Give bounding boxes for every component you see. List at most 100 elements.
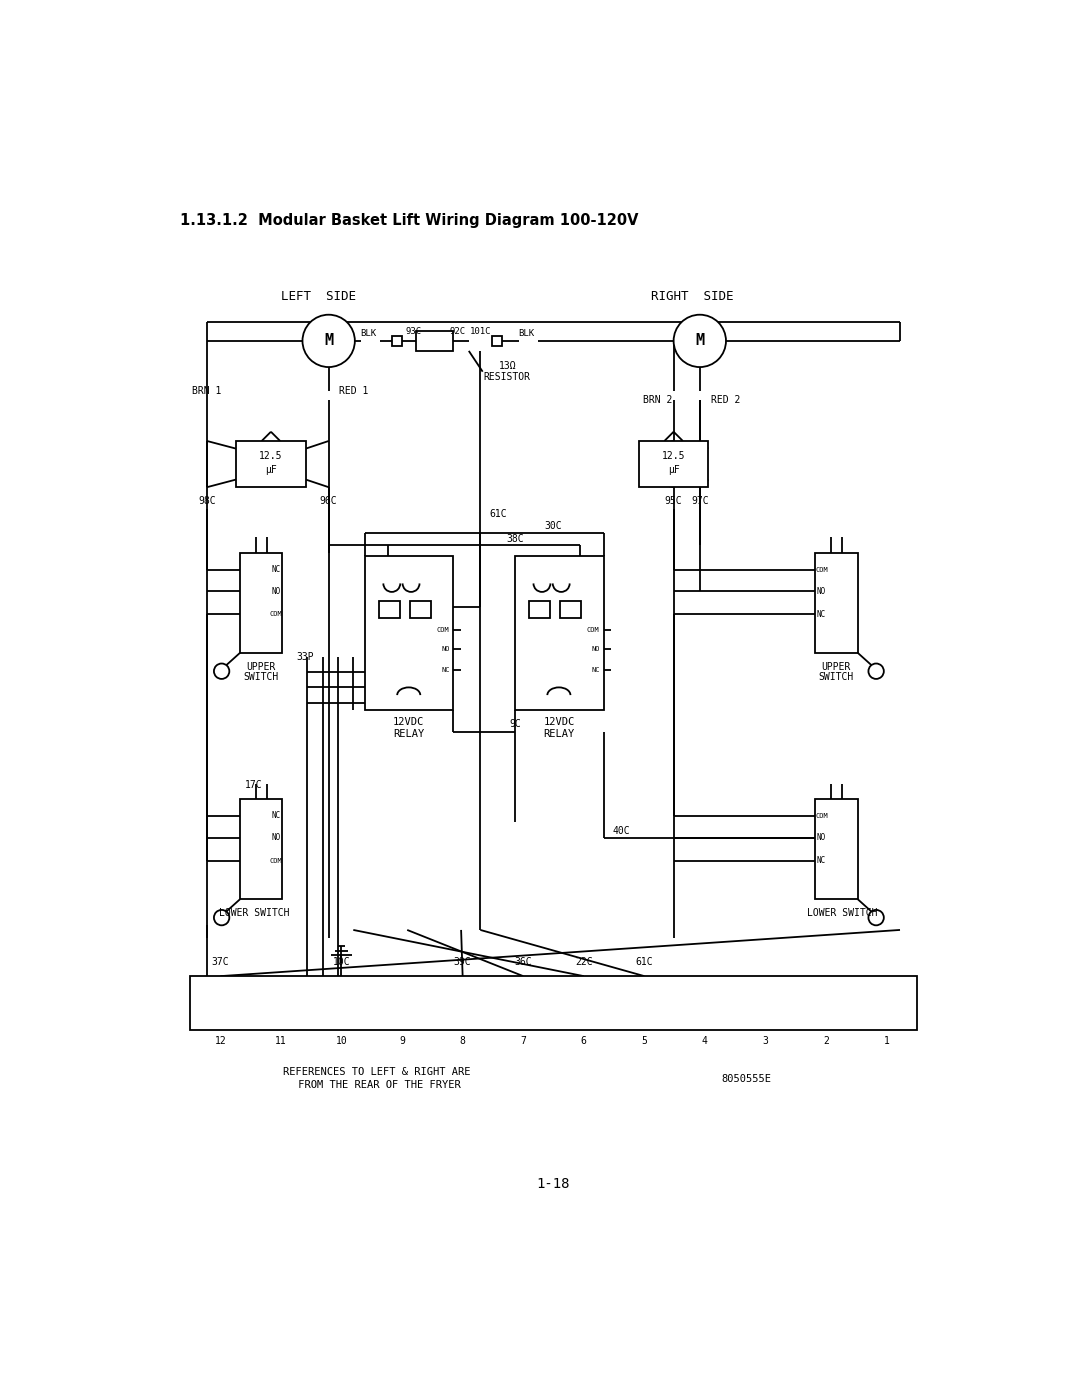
Circle shape [214, 664, 229, 679]
Bar [365, 556, 454, 711]
Text: BRN 2: BRN 2 [643, 395, 672, 405]
Circle shape [302, 314, 355, 367]
Text: 3: 3 [762, 1035, 769, 1046]
Bar [240, 799, 283, 900]
Text: 40C: 40C [612, 827, 631, 837]
Text: 8: 8 [460, 1035, 465, 1046]
Bar [815, 799, 858, 900]
Text: 5: 5 [642, 1035, 647, 1046]
Text: 2: 2 [823, 1035, 829, 1046]
Text: RELAY: RELAY [543, 729, 575, 739]
Text: RED 2: RED 2 [711, 395, 740, 405]
Bar [491, 335, 502, 346]
Bar [529, 601, 551, 617]
Text: COM: COM [815, 567, 828, 573]
Text: RIGHT  SIDE: RIGHT SIDE [651, 291, 733, 303]
Bar [639, 441, 708, 488]
Text: 95C: 95C [665, 496, 683, 506]
Text: 61C: 61C [489, 509, 508, 520]
Circle shape [214, 909, 229, 925]
Text: 61C: 61C [635, 957, 653, 967]
Text: LOWER SWITCH: LOWER SWITCH [219, 908, 291, 918]
Text: 22C: 22C [575, 957, 593, 967]
Text: NO: NO [816, 833, 826, 842]
Text: 4: 4 [702, 1035, 707, 1046]
Text: SWITCH: SWITCH [819, 672, 853, 682]
Text: 12VDC: 12VDC [543, 717, 575, 726]
Bar [409, 601, 431, 617]
Text: 38C: 38C [507, 534, 524, 543]
Text: 33P: 33P [296, 651, 314, 662]
Text: RESISTOR: RESISTOR [484, 372, 530, 383]
Text: 10: 10 [336, 1035, 348, 1046]
Text: UPPER: UPPER [246, 662, 275, 672]
Text: RELAY: RELAY [393, 729, 424, 739]
Text: RED 1: RED 1 [339, 386, 368, 395]
Text: NO: NO [591, 645, 599, 652]
Circle shape [674, 314, 726, 367]
Text: 13Ω: 13Ω [499, 362, 516, 372]
Bar [237, 441, 306, 488]
Text: 98C: 98C [199, 496, 216, 506]
Text: 96C: 96C [320, 496, 337, 506]
Bar [559, 601, 581, 617]
Text: 93C: 93C [405, 327, 421, 337]
Bar [240, 553, 283, 652]
Text: COM: COM [586, 627, 599, 633]
Text: BLK: BLK [361, 330, 377, 338]
Text: NO: NO [272, 833, 281, 842]
Bar [392, 335, 402, 346]
Text: 12VDC: 12VDC [393, 717, 424, 726]
Text: 9C: 9C [509, 719, 521, 729]
Text: 9: 9 [400, 1035, 405, 1046]
Text: 7: 7 [521, 1035, 526, 1046]
Text: NC: NC [816, 609, 826, 619]
Text: NC: NC [441, 668, 449, 673]
Text: SWITCH: SWITCH [243, 672, 279, 682]
Text: 6: 6 [581, 1035, 586, 1046]
Text: 12.5: 12.5 [259, 451, 283, 461]
Circle shape [868, 664, 883, 679]
Text: 17C: 17C [244, 780, 262, 791]
Text: COM: COM [815, 813, 828, 819]
Text: NO: NO [441, 645, 449, 652]
Text: REFERENCES TO LEFT & RIGHT ARE: REFERENCES TO LEFT & RIGHT ARE [283, 1067, 470, 1077]
Text: 1.13.1.2  Modular Basket Lift Wiring Diagram 100-120V: 1.13.1.2 Modular Basket Lift Wiring Diag… [180, 212, 638, 228]
Text: BLK: BLK [518, 330, 535, 338]
Text: LOWER SWITCH: LOWER SWITCH [807, 908, 877, 918]
Bar [815, 553, 858, 652]
Text: NO: NO [272, 587, 281, 595]
Text: FROM THE REAR OF THE FRYER: FROM THE REAR OF THE FRYER [292, 1080, 461, 1091]
Text: 12: 12 [215, 1035, 226, 1046]
Text: 8050555E: 8050555E [721, 1073, 771, 1084]
Text: 92C: 92C [449, 327, 465, 337]
Text: M: M [696, 334, 704, 348]
Bar [190, 977, 917, 1030]
Text: μF: μF [667, 465, 679, 475]
Text: 1-18: 1-18 [537, 1178, 570, 1192]
Bar [417, 331, 454, 351]
Text: COM: COM [270, 612, 283, 617]
Text: NC: NC [591, 668, 599, 673]
Text: COM: COM [436, 627, 449, 633]
Text: 30C: 30C [544, 521, 563, 531]
Text: NC: NC [272, 564, 281, 574]
Text: 12.5: 12.5 [662, 451, 686, 461]
Text: UPPER: UPPER [822, 662, 851, 672]
Bar [515, 556, 604, 711]
Text: 39C: 39C [454, 957, 472, 967]
Text: 10C: 10C [333, 957, 350, 967]
Text: NC: NC [816, 856, 826, 865]
Text: 36C: 36C [514, 957, 532, 967]
Text: BRN 1: BRN 1 [192, 386, 221, 395]
Text: 97C: 97C [691, 496, 708, 506]
Text: NC: NC [272, 812, 281, 820]
Text: 1: 1 [883, 1035, 890, 1046]
Text: M: M [324, 334, 334, 348]
Text: 37C: 37C [212, 957, 229, 967]
Circle shape [868, 909, 883, 925]
Text: 11: 11 [275, 1035, 287, 1046]
Text: μF: μF [265, 465, 276, 475]
Text: COM: COM [270, 858, 283, 863]
Text: NO: NO [816, 587, 826, 595]
